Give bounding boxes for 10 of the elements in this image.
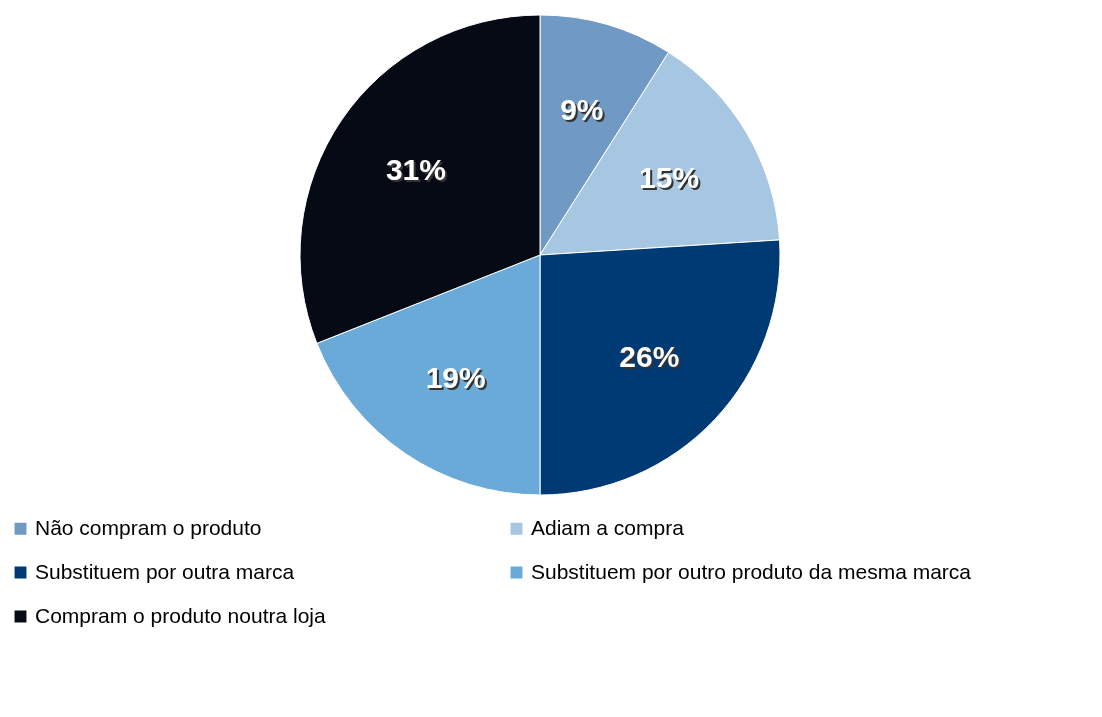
data-label: 31%	[387, 154, 448, 188]
legend-label: Adiam a compra	[531, 515, 685, 539]
data-label: 9%	[562, 94, 606, 128]
data-label: 15%	[641, 162, 702, 196]
data-label: 19%	[427, 363, 488, 397]
legend-label: Substituem por outra marca	[35, 559, 295, 583]
data-label: 26%	[621, 341, 682, 375]
legend-label: Compram o produto noutra loja	[35, 603, 326, 627]
legend-label: Substituem por outro produto da mesma marca	[531, 559, 972, 583]
legend-label: Não compram o produto	[35, 515, 262, 539]
